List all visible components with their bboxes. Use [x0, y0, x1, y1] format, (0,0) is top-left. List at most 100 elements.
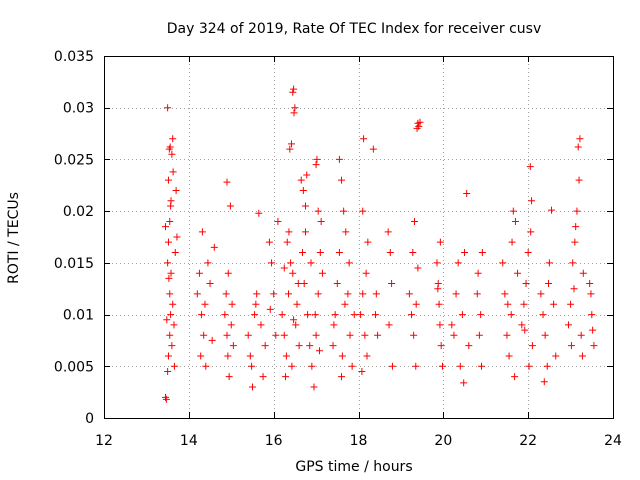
data-point	[587, 290, 595, 298]
data-point	[359, 290, 367, 298]
data-point	[272, 331, 280, 339]
plot-frame	[104, 56, 614, 419]
data-point	[350, 311, 358, 319]
data-point	[306, 342, 314, 350]
data-point	[436, 321, 444, 329]
data-point	[164, 104, 172, 112]
data-point	[168, 342, 176, 350]
y-tick-label: 0.035	[54, 49, 94, 65]
data-point	[537, 290, 545, 298]
data-point	[257, 321, 265, 329]
data-point	[287, 140, 295, 148]
y-tick-label: 0.01	[63, 308, 94, 324]
data-point	[248, 362, 256, 370]
data-point	[388, 280, 396, 288]
y-tick-label: 0	[85, 411, 94, 427]
data-point	[283, 238, 291, 246]
data-point	[299, 249, 307, 257]
chart-title: Day 324 of 2019, Rate Of TEC Index for r…	[167, 21, 542, 37]
data-point	[286, 145, 294, 153]
data-point	[415, 122, 423, 130]
data-point	[172, 186, 180, 194]
data-point	[576, 135, 584, 143]
data-point	[164, 352, 172, 360]
data-point	[290, 109, 298, 117]
x-tick-label: 20	[434, 433, 452, 449]
data-point	[372, 290, 380, 298]
data-point	[405, 290, 413, 298]
data-point	[162, 223, 170, 231]
data-point	[297, 176, 305, 184]
gridlines	[104, 56, 613, 418]
data-point	[169, 300, 177, 308]
data-point	[225, 373, 233, 381]
data-point	[335, 155, 343, 163]
data-point	[358, 367, 366, 375]
data-point	[450, 331, 458, 339]
x-tick-label: 14	[180, 433, 198, 449]
data-point	[448, 321, 456, 329]
data-point	[357, 311, 365, 319]
data-point	[206, 280, 214, 288]
data-point	[507, 311, 515, 319]
data-point	[522, 280, 530, 288]
data-point	[295, 342, 303, 350]
data-point	[509, 207, 517, 215]
data-point	[501, 290, 509, 298]
data-point	[359, 207, 367, 215]
data-point	[166, 331, 174, 339]
data-point	[574, 143, 582, 151]
data-point	[545, 259, 553, 267]
data-point	[259, 373, 267, 381]
data-point	[520, 300, 528, 308]
data-point	[195, 269, 203, 277]
data-point	[289, 88, 297, 96]
data-point	[299, 186, 307, 194]
data-point	[315, 347, 323, 355]
data-point	[164, 176, 172, 184]
data-point	[274, 217, 282, 225]
data-point	[578, 352, 586, 360]
data-point	[168, 150, 176, 158]
data-point	[475, 331, 483, 339]
data-point	[308, 362, 316, 370]
data-point	[473, 290, 481, 298]
data-point	[528, 342, 536, 350]
data-point	[524, 249, 532, 257]
y-tick-label: 0.02	[63, 204, 94, 220]
data-point	[246, 352, 254, 360]
data-point	[452, 290, 460, 298]
data-point	[435, 300, 443, 308]
data-point	[388, 362, 396, 370]
data-point	[386, 249, 394, 257]
data-point	[478, 362, 486, 370]
data-point	[223, 178, 231, 186]
data-point	[170, 362, 178, 370]
data-point	[412, 362, 420, 370]
data-point	[416, 118, 424, 126]
data-point	[575, 176, 583, 184]
data-point	[364, 238, 372, 246]
data-point	[313, 155, 321, 163]
data-point	[408, 311, 416, 319]
data-point	[316, 249, 324, 257]
data-point	[198, 228, 206, 236]
x-tick-label: 12	[95, 433, 113, 449]
data-point	[374, 331, 382, 339]
data-point	[539, 311, 547, 319]
data-point	[261, 342, 269, 350]
data-point	[433, 259, 441, 267]
data-point	[318, 269, 326, 277]
data-point	[589, 326, 597, 334]
data-point	[503, 331, 511, 339]
x-tick-label: 18	[350, 433, 368, 449]
data-point	[170, 321, 178, 329]
data-point	[465, 342, 473, 350]
data-point	[193, 290, 201, 298]
y-tick-label: 0.03	[63, 101, 94, 117]
data-point	[409, 249, 417, 257]
data-point	[307, 259, 315, 267]
data-point	[301, 202, 309, 210]
data-point	[504, 300, 512, 308]
data-point	[335, 249, 343, 257]
